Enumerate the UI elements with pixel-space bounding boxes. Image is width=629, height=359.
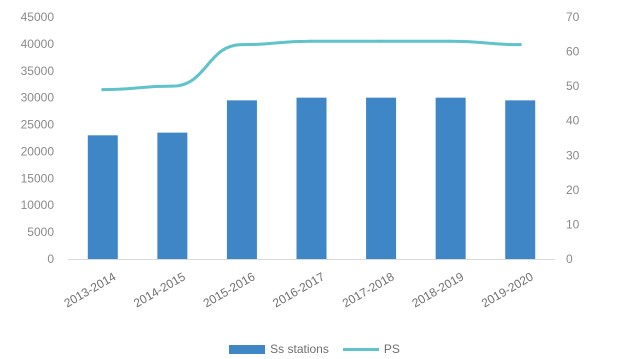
legend-item-line: PS (342, 342, 400, 356)
right-tick-label: 10 (566, 217, 580, 231)
right-tick-label: 0 (566, 252, 573, 266)
left-tick-label: 45000 (21, 10, 55, 24)
bar-2019-2020 (505, 100, 536, 259)
left-tick-label: 40000 (21, 37, 55, 51)
legend: Ss stations PS (0, 340, 629, 358)
category-label: 2017-2018 (340, 269, 397, 310)
bar-2015-2016 (226, 100, 257, 259)
bar-2014-2015 (157, 132, 188, 259)
left-tick-label: 5000 (27, 225, 54, 239)
bar-2016-2017 (296, 97, 327, 260)
left-tick-label: 35000 (21, 64, 55, 78)
category-label: 2018-2019 (409, 269, 466, 310)
bar-2018-2019 (435, 97, 466, 260)
ps-point-2015-2016 (240, 43, 244, 47)
right-tick-label: 60 (566, 45, 580, 59)
right-tick-label: 70 (566, 10, 580, 24)
x-axis: 2013-2014 2014-2015 2015-2016 2016-2017 2017… (62, 259, 555, 310)
right-axis: 70 60 50 40 30 20 10 0 (566, 10, 580, 266)
left-tick-label: 15000 (21, 171, 55, 185)
ps-point-2017-2018 (379, 39, 383, 43)
right-tick-label: 20 (566, 183, 580, 197)
legend-line-label: PS (383, 342, 400, 356)
right-tick-label: 50 (566, 79, 580, 93)
left-tick-label: 20000 (21, 144, 55, 158)
ps-point-2014-2015 (170, 84, 174, 88)
category-label: 2016-2017 (270, 269, 327, 310)
category-label: 2015-2016 (201, 269, 258, 310)
bar-2013-2014 (87, 135, 118, 259)
right-tick-label: 40 (566, 114, 580, 128)
bar-series (87, 97, 536, 260)
legend-item-bars: Ss stations (229, 342, 329, 356)
left-tick-label: 0 (47, 252, 54, 266)
legend-bar-label: Ss stations (270, 342, 329, 356)
left-tick-label: 25000 (21, 118, 55, 132)
bar-2017-2018 (366, 97, 397, 260)
line-series (101, 39, 522, 92)
ps-point-2018-2019 (449, 39, 453, 43)
legend-line-swatch (342, 347, 379, 351)
left-tick-label: 30000 (21, 91, 55, 105)
ps-point-2016-2017 (310, 39, 313, 43)
right-tick-label: 30 (566, 148, 580, 162)
category-label: 2019-2020 (479, 269, 536, 310)
category-label: 2013-2014 (62, 269, 119, 310)
category-label: 2014-2015 (131, 269, 188, 310)
ps-point-2019-2020 (518, 43, 522, 47)
legend-bar-swatch (229, 344, 266, 354)
ps-point-2013-2014 (101, 88, 105, 92)
combo-chart: 45000 40000 35000 30000 25000 20000 15000 10000… (21, 10, 580, 310)
ps-line (101, 39, 522, 92)
left-tick-label: 10000 (21, 198, 55, 212)
left-axis: 45000 40000 35000 30000 25000 20000 15000 10000… (21, 10, 55, 266)
